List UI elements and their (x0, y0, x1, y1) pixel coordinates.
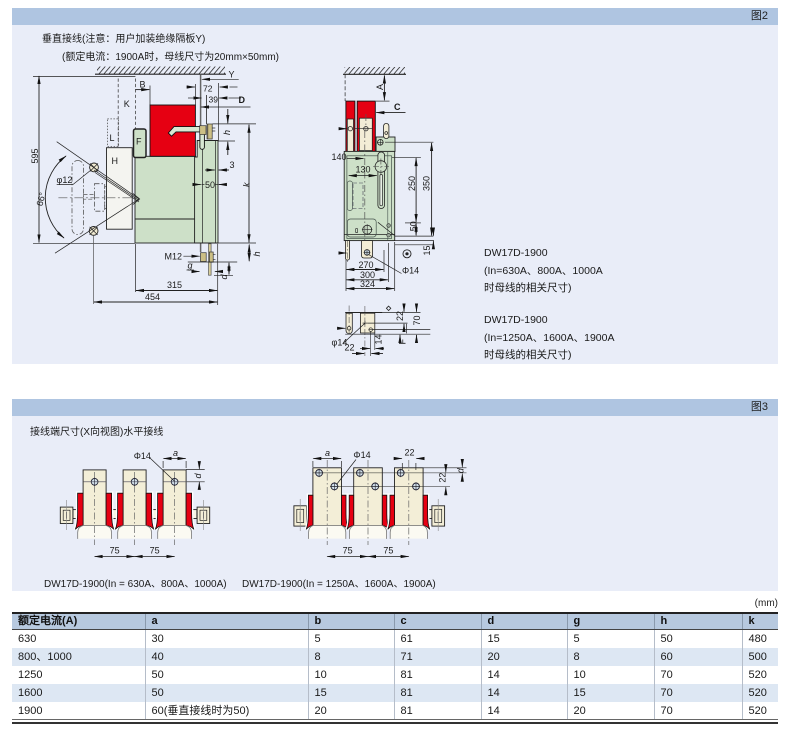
svg-text:22: 22 (345, 343, 355, 353)
svg-text:A: A (375, 84, 385, 90)
svg-text:140: 140 (332, 152, 347, 162)
svg-text:M12: M12 (165, 252, 183, 262)
svg-text:F: F (398, 339, 408, 345)
svg-text:70: 70 (412, 315, 422, 325)
svg-text:75: 75 (383, 546, 393, 556)
svg-text:C: C (394, 102, 401, 112)
svg-text:22: 22 (404, 448, 414, 458)
svg-text:h: h (252, 251, 262, 256)
svg-text:250: 250 (407, 176, 417, 191)
svg-text:φ12: φ12 (57, 175, 73, 185)
svg-text:75: 75 (343, 546, 353, 556)
svg-text:72: 72 (203, 84, 213, 94)
svg-text:130: 130 (356, 165, 371, 175)
svg-text:B: B (140, 80, 146, 90)
svg-text:50: 50 (408, 221, 418, 231)
svg-text:φ14: φ14 (332, 338, 348, 348)
svg-text:3: 3 (230, 160, 235, 170)
svg-text:22: 22 (437, 473, 447, 483)
svg-text:Φ14: Φ14 (402, 266, 419, 276)
svg-text:a: a (325, 448, 330, 458)
svg-text:300: 300 (360, 270, 375, 280)
svg-text:350: 350 (421, 176, 431, 191)
svg-text:50: 50 (205, 180, 215, 190)
svg-text:F: F (136, 137, 142, 147)
svg-text:66°: 66° (35, 191, 48, 207)
svg-text:Φ14: Φ14 (134, 451, 151, 461)
svg-text:k: k (242, 182, 252, 187)
svg-text:14: 14 (374, 334, 384, 344)
svg-text:22: 22 (395, 311, 405, 321)
svg-text:g: g (188, 261, 193, 271)
svg-text:315: 315 (167, 280, 182, 290)
svg-text:454: 454 (145, 292, 160, 302)
svg-text:Φ14: Φ14 (353, 450, 370, 460)
svg-text:Y: Y (229, 70, 235, 80)
svg-text:L: L (110, 133, 115, 143)
svg-text:75: 75 (150, 546, 160, 556)
svg-text:270: 270 (359, 260, 374, 270)
svg-text:h: h (222, 130, 232, 135)
svg-text:d: d (193, 473, 203, 479)
svg-text:324: 324 (360, 279, 375, 289)
svg-text:H: H (112, 156, 119, 166)
svg-text:75: 75 (110, 546, 120, 556)
svg-text:595: 595 (30, 148, 40, 163)
svg-text:K: K (124, 99, 130, 109)
svg-text:15: 15 (422, 245, 432, 255)
svg-text:d: d (219, 274, 229, 280)
svg-text:D: D (239, 95, 246, 105)
svg-text:a: a (173, 448, 178, 458)
svg-text:39: 39 (209, 95, 219, 105)
svg-text:d: d (455, 467, 465, 473)
